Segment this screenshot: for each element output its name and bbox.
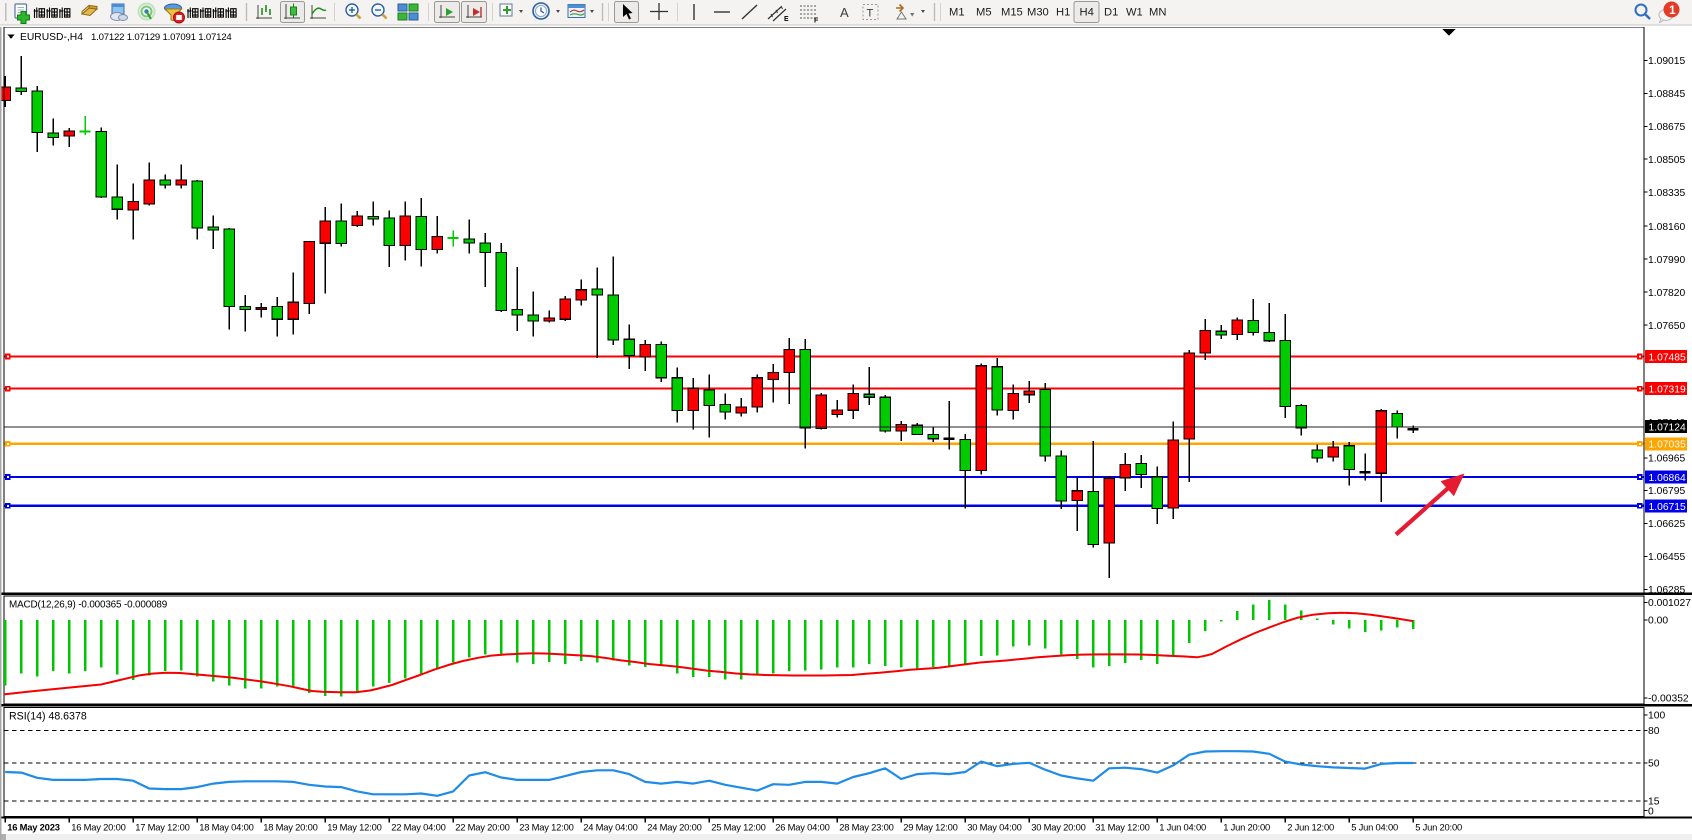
svg-text:2 Jun 12:00: 2 Jun 12:00	[1287, 822, 1334, 833]
svg-text:16 May 20:00: 16 May 20:00	[71, 822, 125, 833]
svg-text:1.08675: 1.08675	[1648, 122, 1685, 133]
svg-text:D1: D1	[1104, 7, 1118, 19]
svg-text:RSI(14) 48.6378: RSI(14) 48.6378	[9, 711, 87, 723]
svg-text:1.06715: 1.06715	[1649, 502, 1686, 513]
svg-text:A: A	[840, 5, 849, 20]
svg-text:H1: H1	[1056, 7, 1070, 19]
svg-text:5 Jun 20:00: 5 Jun 20:00	[1415, 822, 1462, 833]
svg-text:1.07650: 1.07650	[1648, 321, 1685, 332]
svg-text:24 May 04:00: 24 May 04:00	[583, 822, 637, 833]
svg-text:30 May 04:00: 30 May 04:00	[967, 822, 1021, 833]
svg-text:26 May 04:00: 26 May 04:00	[775, 822, 829, 833]
svg-text:1.06625: 1.06625	[1648, 519, 1685, 530]
svg-text:1.06864: 1.06864	[1649, 473, 1686, 484]
svg-text:16 May 2023: 16 May 2023	[7, 822, 60, 833]
svg-text:1.07124: 1.07124	[1649, 422, 1686, 433]
svg-text:1: 1	[1669, 3, 1676, 17]
svg-text:M15: M15	[1001, 7, 1023, 19]
svg-text:19 May 12:00: 19 May 12:00	[327, 822, 381, 833]
svg-text:15: 15	[1648, 797, 1660, 808]
svg-text:1 Jun 04:00: 1 Jun 04:00	[1159, 822, 1206, 833]
svg-text:28 May 23:00: 28 May 23:00	[839, 822, 893, 833]
svg-text:50: 50	[1648, 759, 1660, 770]
svg-text:M30: M30	[1027, 7, 1049, 19]
svg-text:1.07122 1.07129 1.07091 1.0712: 1.07122 1.07129 1.07091 1.07124	[91, 32, 232, 43]
svg-text:1.07990: 1.07990	[1648, 255, 1685, 266]
svg-text:22 May 20:00: 22 May 20:00	[455, 822, 509, 833]
svg-text:1 Jun 20:00: 1 Jun 20:00	[1223, 822, 1270, 833]
svg-text:24 May 20:00: 24 May 20:00	[647, 822, 701, 833]
svg-text:1.07035: 1.07035	[1649, 440, 1686, 451]
svg-text:1.08335: 1.08335	[1648, 188, 1685, 199]
svg-text:25 May 12:00: 25 May 12:00	[711, 822, 765, 833]
svg-text:1.06455: 1.06455	[1648, 552, 1685, 563]
svg-text:1.06285: 1.06285	[1648, 585, 1685, 596]
svg-text:80: 80	[1648, 726, 1660, 737]
svg-text:1.07319: 1.07319	[1649, 385, 1686, 396]
svg-text:1.06795: 1.06795	[1648, 486, 1685, 497]
svg-text:W1: W1	[1126, 7, 1143, 19]
svg-text:M5: M5	[976, 7, 992, 19]
svg-text:T: T	[867, 8, 874, 20]
svg-text:1.08505: 1.08505	[1648, 155, 1685, 166]
svg-text:0.001027: 0.001027	[1648, 598, 1691, 609]
svg-text:1.07820: 1.07820	[1648, 288, 1685, 299]
svg-text:17 May 12:00: 17 May 12:00	[135, 822, 189, 833]
svg-text:H4: H4	[1080, 7, 1094, 19]
svg-text:E: E	[784, 16, 789, 23]
svg-text:0: 0	[1648, 806, 1654, 817]
svg-text:EURUSD-,H4: EURUSD-,H4	[20, 32, 83, 43]
svg-text:31 May 12:00: 31 May 12:00	[1095, 822, 1149, 833]
svg-text:1.06965: 1.06965	[1648, 454, 1685, 465]
svg-text:23 May 12:00: 23 May 12:00	[519, 822, 573, 833]
svg-text:1.07485: 1.07485	[1649, 352, 1686, 363]
svg-text:30 May 20:00: 30 May 20:00	[1031, 822, 1085, 833]
svg-text:1.09015: 1.09015	[1648, 56, 1685, 67]
svg-text:F: F	[814, 18, 819, 25]
svg-text:22 May 04:00: 22 May 04:00	[391, 822, 445, 833]
svg-text:1.08845: 1.08845	[1648, 89, 1685, 100]
svg-text:1.08160: 1.08160	[1648, 222, 1685, 233]
svg-text:-0.00352: -0.00352	[1648, 694, 1689, 705]
svg-text:0.00: 0.00	[1648, 616, 1668, 627]
svg-text:18 May 20:00: 18 May 20:00	[263, 822, 317, 833]
svg-text:M1: M1	[949, 7, 965, 19]
svg-text:100: 100	[1648, 711, 1665, 722]
svg-text:5 Jun 04:00: 5 Jun 04:00	[1351, 822, 1398, 833]
svg-text:MACD(12,26,9) -0.000365 -0.000: MACD(12,26,9) -0.000365 -0.000089	[9, 600, 168, 611]
svg-text:29 May 12:00: 29 May 12:00	[903, 822, 957, 833]
svg-text:18 May 04:00: 18 May 04:00	[199, 822, 253, 833]
svg-text:MN: MN	[1149, 7, 1166, 19]
